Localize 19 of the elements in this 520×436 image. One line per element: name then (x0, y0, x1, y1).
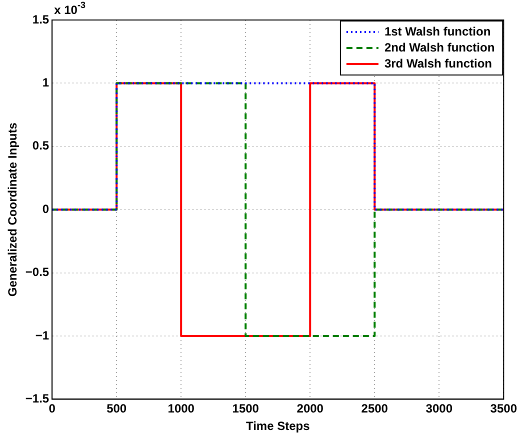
legend-label: 2nd Walsh function (384, 40, 495, 54)
x-tick-label: 2500 (361, 402, 388, 416)
legend-label: 1st Walsh function (384, 24, 491, 38)
y-tick-label: 0 (42, 202, 50, 216)
x-axis-title: Time Steps (246, 419, 310, 434)
y-tick-label: 0.5 (32, 138, 50, 153)
legend-label: 3rd Walsh function (384, 56, 492, 70)
y-tick-label: 1 (42, 76, 50, 90)
y-tick-label: 1.5 (32, 12, 50, 26)
y-tick-label: −1.5 (25, 392, 50, 406)
x-tick-label: 1000 (168, 402, 195, 416)
x-tick-label: 1500 (232, 402, 260, 416)
x-tick-label: 2000 (296, 402, 324, 416)
x-tick-label: 3500 (490, 402, 518, 416)
y-tick-label: −0.5 (25, 265, 50, 280)
y-axis-title: Generalized Coordinate Inputs (6, 122, 20, 297)
x-tick-label: 3000 (426, 402, 453, 416)
y-tick-label: −1 (35, 328, 50, 342)
x-tick-label: 500 (106, 402, 127, 416)
